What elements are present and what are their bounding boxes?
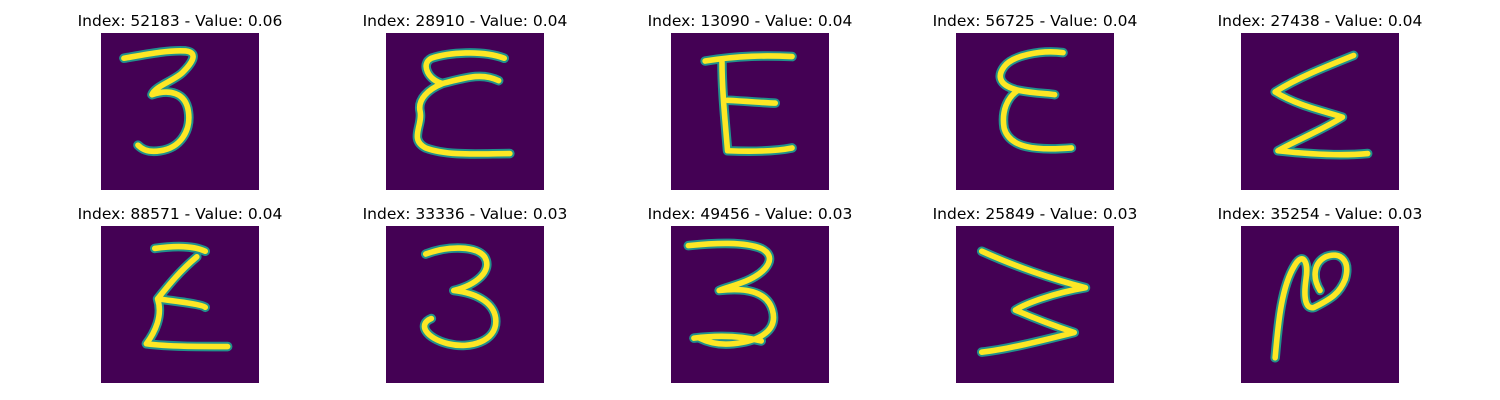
handwritten-E-icon (700, 51, 797, 156)
grid-cell-3: Index: 13090 - Value: 0.04 (620, 11, 880, 196)
digit-image (101, 33, 259, 190)
handwritten-sigma-icon (1270, 50, 1373, 160)
cell-title: Index: 52183 - Value: 0.06 (77, 12, 283, 30)
handwritten-epsilon-icon (995, 47, 1077, 154)
digit-image (671, 226, 829, 383)
grid-cell-8: Index: 49456 - Value: 0.03 (620, 204, 880, 389)
handwritten-N-icon (1270, 250, 1352, 363)
digit-image (956, 33, 1114, 190)
grid-cell-4: Index: 56725 - Value: 0.04 (905, 11, 1165, 196)
cell-title: Index: 49456 - Value: 0.03 (647, 205, 853, 223)
digit-image (386, 33, 544, 190)
grid-cell-2: Index: 28910 - Value: 0.04 (335, 11, 595, 196)
grid-cell-5: Index: 27438 - Value: 0.04 (1190, 11, 1450, 196)
cell-title: Index: 56725 - Value: 0.04 (932, 12, 1138, 30)
cell-title: Index: 25849 - Value: 0.03 (932, 205, 1138, 223)
cell-title: Index: 88571 - Value: 0.04 (77, 205, 283, 223)
digit-image (386, 226, 544, 383)
grid-cell-10: Index: 35254 - Value: 0.03 (1190, 204, 1450, 389)
handwritten-3-icon (119, 46, 198, 157)
cell-title: Index: 27438 - Value: 0.04 (1217, 12, 1423, 30)
cell-title: Index: 28910 - Value: 0.04 (362, 12, 568, 30)
digit-image (956, 226, 1114, 383)
grid-cell-6: Index: 88571 - Value: 0.04 (50, 204, 310, 389)
cell-title: Index: 13090 - Value: 0.04 (647, 12, 853, 30)
handwritten-sigma-icon (141, 241, 233, 352)
digit-image (1241, 226, 1399, 383)
cell-title: Index: 33336 - Value: 0.03 (362, 205, 568, 223)
grid-cell-9: Index: 25849 - Value: 0.03 (905, 204, 1165, 389)
handwritten-W-icon (976, 246, 1091, 357)
grid-cell-7: Index: 33336 - Value: 0.03 (335, 204, 595, 389)
handwritten-3-icon (419, 243, 501, 351)
digit-image (671, 33, 829, 190)
handwritten-3-icon (683, 238, 779, 349)
digit-image (1241, 33, 1399, 190)
handwritten-epsilon-icon (412, 48, 515, 159)
grid-cell-1: Index: 52183 - Value: 0.06 (50, 11, 310, 196)
cell-title: Index: 35254 - Value: 0.03 (1217, 205, 1423, 223)
digit-image (101, 226, 259, 383)
